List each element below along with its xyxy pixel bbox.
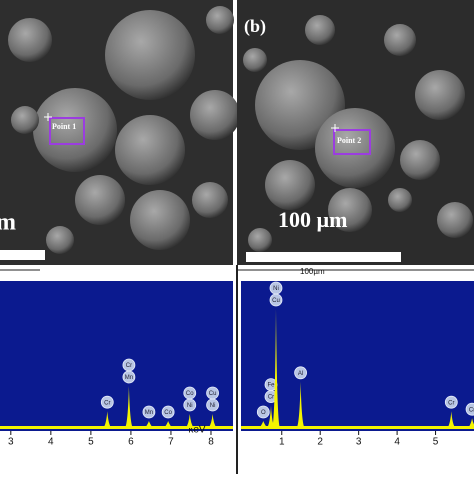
spectrum-peak (447, 411, 456, 428)
element-label: Cr (469, 407, 474, 413)
x-axis-unit: keV (188, 425, 206, 436)
spectrum-peak (164, 421, 173, 428)
scale-label: 100 µm (278, 207, 348, 232)
element-marker (256, 405, 270, 419)
spectrum-plot (0, 281, 233, 431)
element-marker (269, 281, 283, 295)
element-marker (142, 405, 156, 419)
spectrum-peak (296, 381, 305, 428)
spectrum-peak (259, 421, 268, 428)
element-label: Cu (209, 391, 217, 397)
spectrum-peak (185, 414, 194, 428)
x-tick-label: 7 (168, 437, 174, 448)
element-marker (206, 386, 219, 400)
element-label: Cr (448, 400, 454, 406)
element-label: Co (186, 391, 194, 397)
sem-image-b (237, 0, 474, 265)
spectrum-peak (266, 405, 275, 428)
x-tick-label: 4 (48, 437, 54, 448)
x-tick-label: 5 (88, 437, 94, 448)
spectrum-peak (124, 386, 133, 428)
x-tick-label: 3 (8, 437, 14, 448)
x-tick-label: 8 (208, 437, 214, 448)
x-tick-label: 5 (433, 437, 439, 448)
spectrum-peak (144, 421, 153, 428)
element-marker (100, 395, 114, 409)
element-marker (161, 405, 175, 419)
element-label: Fe (267, 383, 275, 389)
sem-image-a (0, 0, 240, 265)
spectrum-peak (271, 309, 280, 428)
element-marker (183, 386, 197, 400)
spectrum-baseline (0, 426, 233, 429)
x-tick-label: 6 (128, 437, 134, 448)
element-label: Mn (145, 410, 153, 416)
x-tick-label: 1 (279, 437, 285, 448)
point-label: Point 2 (337, 136, 361, 145)
element-marker (444, 395, 458, 409)
element-label: Cr (126, 363, 132, 369)
x-tick-label: 2 (317, 437, 323, 448)
scale-label: m (0, 210, 16, 236)
element-marker (294, 366, 307, 380)
element-label: Al (298, 371, 303, 377)
element-label: Ni (187, 403, 193, 409)
element-marker (465, 402, 474, 416)
element-label: Cr (268, 395, 274, 401)
element-label: Co (164, 410, 172, 416)
x-tick-label: 3 (356, 437, 362, 448)
spectrum-peak (103, 411, 112, 428)
element-label: O (261, 410, 266, 416)
x-tick-label: 4 (394, 437, 400, 448)
spectrum-plot (241, 281, 474, 431)
element-label: Mn (125, 375, 133, 381)
panel-label: (b) (244, 16, 266, 37)
element-marker (122, 358, 136, 372)
spectrum-peak (468, 418, 474, 428)
spectrum-header: 100µm (300, 267, 325, 276)
spectrum-peak (208, 414, 217, 428)
element-label: Ni (273, 286, 279, 292)
element-label: Cu (272, 298, 280, 304)
element-label: Ni (210, 403, 216, 409)
point-label: Point 1 (52, 122, 76, 131)
spectrum-baseline (241, 426, 474, 429)
element-label: Cr (104, 400, 110, 406)
